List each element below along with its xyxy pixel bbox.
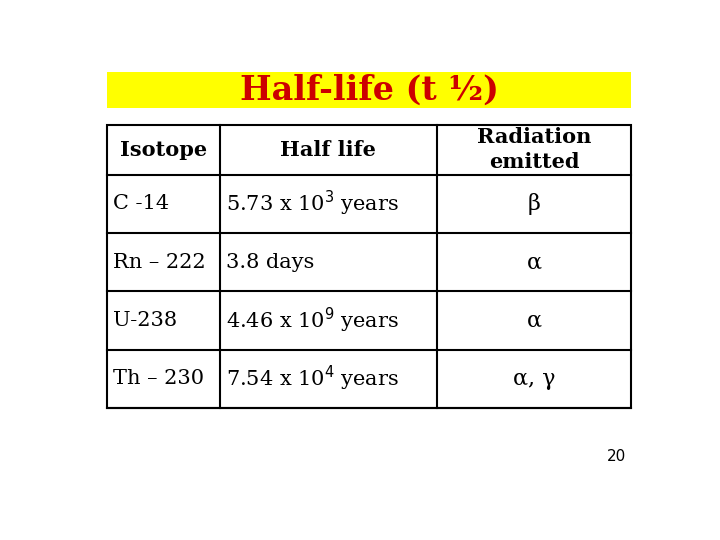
Text: Th – 230: Th – 230 bbox=[114, 369, 204, 388]
Text: Rn – 222: Rn – 222 bbox=[114, 253, 206, 272]
Text: Half-life (t ½): Half-life (t ½) bbox=[240, 73, 498, 107]
Text: Half life: Half life bbox=[280, 140, 377, 160]
Text: Radiation
emitted: Radiation emitted bbox=[477, 127, 591, 172]
Text: 7.54 x 10$^4$ years: 7.54 x 10$^4$ years bbox=[226, 364, 399, 393]
Text: α: α bbox=[527, 251, 541, 273]
Text: α, γ: α, γ bbox=[513, 368, 555, 390]
Text: 4.46 x 10$^9$ years: 4.46 x 10$^9$ years bbox=[226, 306, 399, 335]
Text: 5.73 x 10$^3$ years: 5.73 x 10$^3$ years bbox=[226, 189, 399, 218]
Text: 3.8 days: 3.8 days bbox=[226, 253, 315, 272]
Text: β: β bbox=[528, 193, 541, 215]
Text: U-238: U-238 bbox=[114, 311, 178, 330]
Text: Isotope: Isotope bbox=[120, 140, 207, 160]
FancyBboxPatch shape bbox=[107, 72, 631, 109]
Text: 20: 20 bbox=[606, 449, 626, 464]
FancyBboxPatch shape bbox=[107, 125, 631, 408]
Text: C -14: C -14 bbox=[114, 194, 170, 213]
Text: α: α bbox=[527, 309, 541, 332]
